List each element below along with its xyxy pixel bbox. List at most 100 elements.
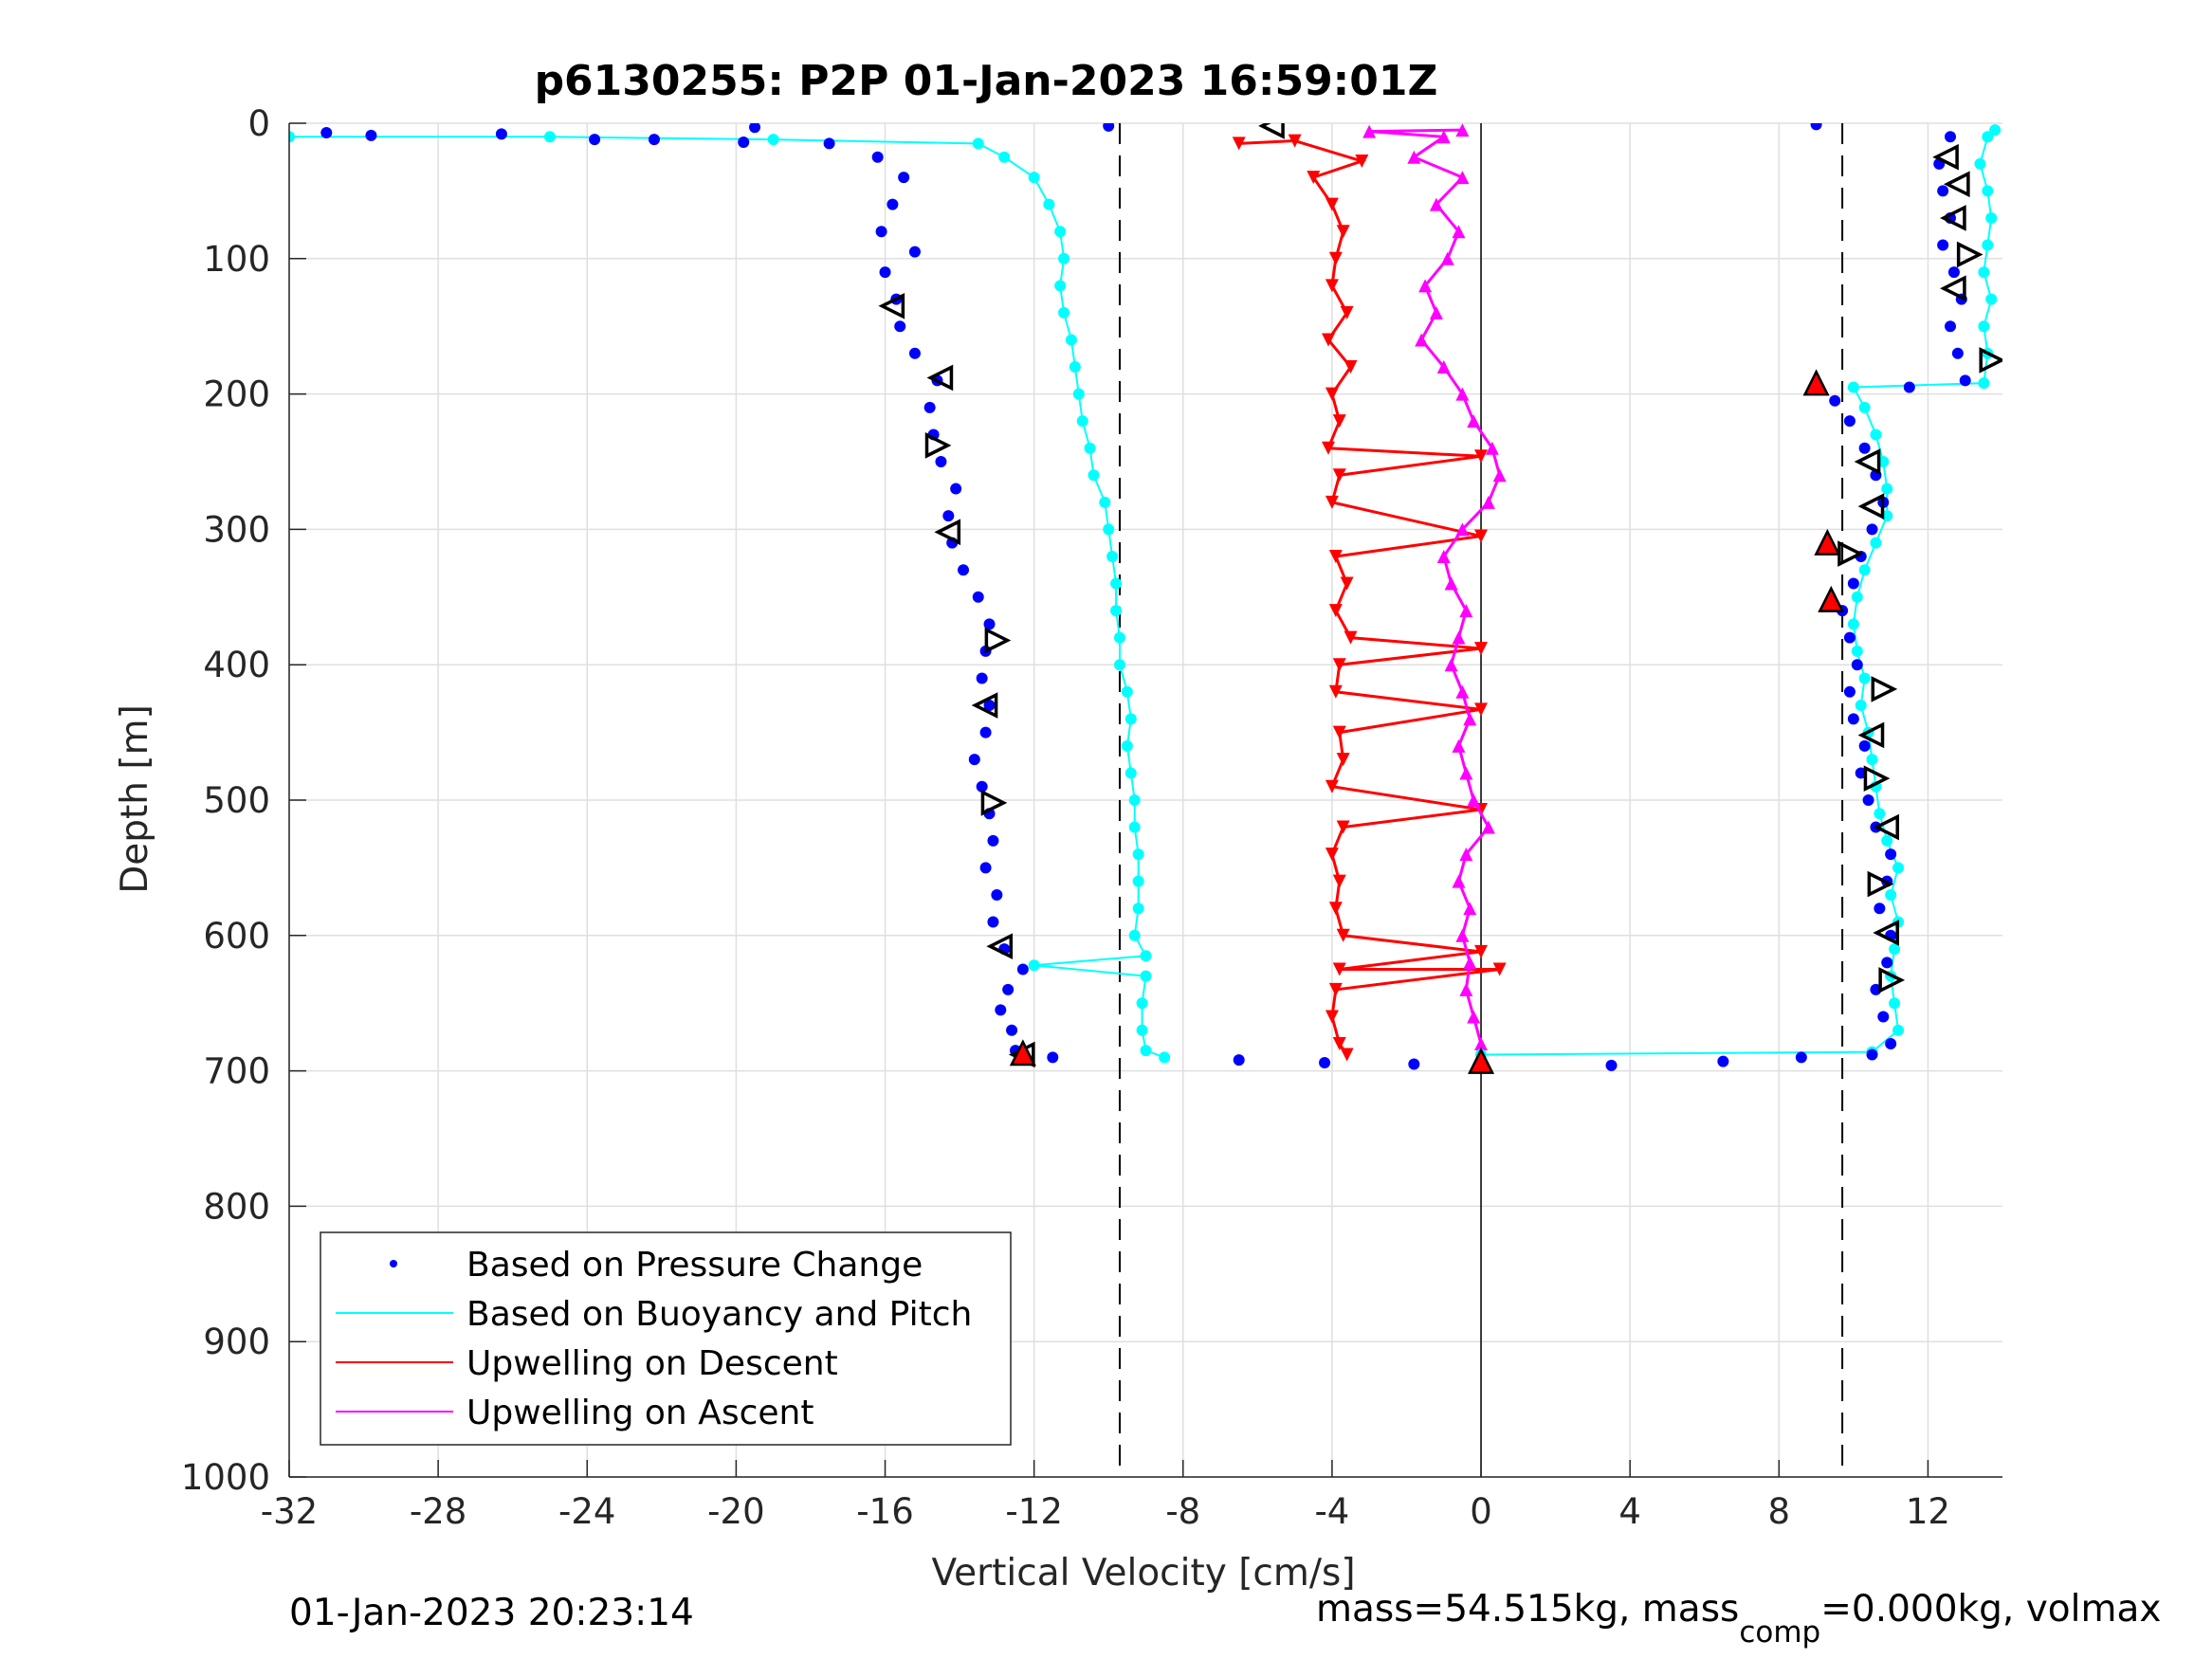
buoyancy-pitch-point — [1028, 959, 1040, 972]
x-tick-label: -8 — [1165, 1491, 1200, 1532]
pressure-change-point — [1843, 631, 1856, 644]
pressure-change-point — [923, 401, 936, 413]
buoyancy-pitch-point — [1881, 483, 1893, 495]
upwelling-ascent-marker — [1415, 333, 1429, 347]
upwelling-descent-marker — [1474, 529, 1489, 543]
upwelling-ascent-marker — [1362, 124, 1377, 138]
buoyancy-pitch-point — [1099, 496, 1111, 508]
pressure-change-point — [1103, 123, 1115, 132]
buoyancy-pitch-point — [1121, 685, 1133, 698]
upwelling-descent-marker — [1340, 1048, 1354, 1062]
x-tick-label: -12 — [1005, 1491, 1062, 1532]
buoyancy-pitch-point — [1889, 943, 1901, 956]
event-triangle-marker — [1857, 721, 1885, 749]
buoyancy-pitch-point — [1870, 537, 1882, 549]
event-triangle-marker — [1873, 813, 1899, 841]
pressure-change-point — [1851, 659, 1863, 671]
buoyancy-pitch-point — [972, 137, 984, 150]
y-tick-label: 600 — [203, 916, 270, 957]
upwelling-descent-marker — [1344, 360, 1358, 374]
y-tick-label: 0 — [247, 103, 270, 144]
upwelling-descent-marker — [1332, 962, 1346, 976]
upwelling-ascent-marker — [1452, 630, 1466, 645]
buoyancy-pitch-point — [1088, 469, 1100, 482]
event-triangle-marker — [1258, 123, 1285, 139]
pressure-change-point — [1937, 185, 1949, 197]
buoyancy-pitch-point — [1136, 997, 1148, 1010]
upwelling-ascent-marker — [1418, 279, 1433, 293]
pressure-change-point — [1885, 848, 1897, 861]
y-tick-label: 200 — [203, 374, 270, 415]
event-triangle-marker — [1932, 143, 1959, 171]
buoyancy-pitch-point — [1076, 415, 1088, 428]
upwelling-descent-marker — [1321, 441, 1335, 455]
event-triangle-marker — [926, 364, 954, 392]
buoyancy-pitch-point — [1982, 185, 1994, 197]
upwelling-ascent-marker — [1455, 123, 1470, 137]
pressure-change-point — [1947, 266, 1960, 279]
upwelling-ascent-marker — [1452, 738, 1466, 753]
pressure-change-point — [1829, 394, 1841, 407]
upwelling-descent-marker — [1332, 874, 1346, 888]
upwelling-ascent-marker — [1463, 956, 1477, 970]
upwelling-descent-marker — [1321, 333, 1335, 347]
pressure-change-point — [738, 136, 750, 148]
upwelling-descent-marker — [1492, 962, 1507, 976]
buoyancy-pitch-point — [767, 134, 779, 146]
pressure-change-point — [1866, 523, 1878, 536]
buoyancy-pitch-point — [1874, 808, 1886, 820]
buoyancy-pitch-point — [1058, 306, 1070, 319]
upwelling-descent-marker — [1336, 753, 1350, 767]
pressure-change-point — [1843, 685, 1856, 698]
pressure-change-point — [320, 126, 333, 138]
y-tick-label: 400 — [203, 645, 270, 685]
upwelling-descent-marker — [1336, 225, 1350, 239]
pressure-change-point — [983, 700, 996, 712]
buoyancy-pitch-point — [1069, 361, 1081, 374]
upwelling-descent-marker — [1474, 449, 1489, 464]
pressure-change-point — [1866, 1048, 1878, 1061]
legend-label-upwelling-descent: Upwelling on Descent — [466, 1344, 838, 1383]
buoyancy-pitch-point — [1159, 1051, 1171, 1064]
pressure-change-point — [1408, 1058, 1420, 1070]
event-triangle-marker — [1943, 171, 1970, 198]
pressure-change-point — [1937, 239, 1949, 251]
pressure-change-point — [1881, 957, 1893, 969]
upwelling-descent-marker — [1325, 1010, 1339, 1024]
buoyancy-pitch-point — [1110, 577, 1123, 590]
upwelling-descent-marker — [1328, 604, 1343, 618]
buoyancy-pitch-point — [1978, 320, 1990, 333]
buoyancy-pitch-point — [1114, 659, 1126, 671]
legend-label-upwelling-ascent: Upwelling on Ascent — [466, 1394, 814, 1432]
buoyancy-pitch-point — [1870, 428, 1882, 441]
buoyancy-pitch-point — [1124, 713, 1137, 725]
data-layer — [289, 123, 2002, 1477]
y-tick-label: 500 — [203, 780, 270, 821]
buoyancy-pitch-point — [1132, 848, 1144, 861]
upwelling-ascent-marker — [1467, 1010, 1481, 1024]
pressure-change-point — [887, 198, 899, 210]
upwelling-ascent-marker — [1429, 197, 1443, 211]
upwelling-descent-marker — [1336, 928, 1350, 942]
upwelling-descent-marker — [1325, 495, 1339, 509]
buoyancy-pitch-point — [1140, 970, 1152, 982]
buoyancy-pitch-point — [1858, 401, 1871, 413]
buoyancy-pitch-point — [1978, 266, 1990, 279]
y-tick-label: 300 — [203, 509, 270, 550]
pressure-change-point — [995, 1004, 1007, 1016]
upwelling-ascent-marker — [1467, 414, 1481, 428]
upwelling-ascent-marker — [1485, 441, 1499, 455]
red-event-triangle — [1802, 369, 1830, 396]
pressure-change-point — [1002, 983, 1015, 995]
legend-marker-pressure — [390, 1260, 397, 1267]
pressure-change-point — [1847, 577, 1859, 590]
upwelling-ascent-marker — [1459, 848, 1473, 862]
upwelling-ascent-marker — [1455, 684, 1470, 699]
legend: Based on Pressure Change Based on Buoyan… — [320, 1231, 1012, 1446]
pressure-change-point — [1951, 347, 1964, 359]
upwelling-descent-marker — [1288, 134, 1302, 148]
event-triangle-marker — [1867, 870, 1894, 898]
buoyancy-pitch-point — [1847, 381, 1859, 393]
pressure-change-point — [879, 266, 891, 279]
event-triangle-marker — [924, 432, 952, 459]
